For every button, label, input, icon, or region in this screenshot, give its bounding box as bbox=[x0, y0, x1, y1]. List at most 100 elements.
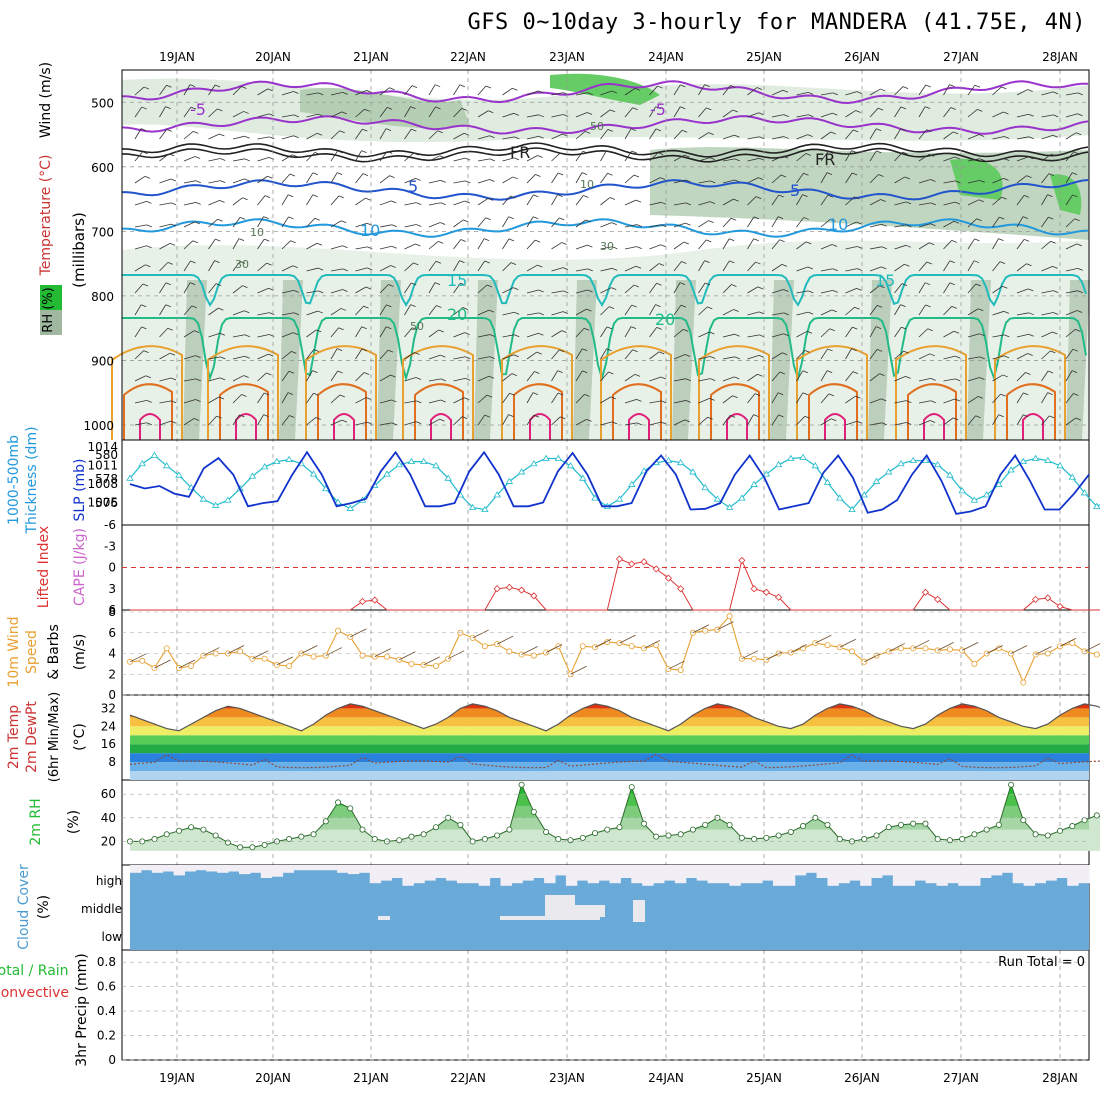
wind-barb bbox=[869, 223, 882, 228]
wind-barb bbox=[918, 242, 930, 250]
wind-barb bbox=[232, 217, 241, 228]
wind-barb bbox=[918, 223, 931, 228]
wind-barb-flag bbox=[634, 87, 641, 91]
ylabel-temp-unit: (°C) bbox=[72, 723, 88, 751]
wind-barb bbox=[502, 238, 510, 250]
wind-barb-flag bbox=[465, 180, 471, 184]
wind-barb-flag bbox=[440, 354, 446, 358]
wind-barb-flag bbox=[363, 305, 369, 309]
thickness-line-marker bbox=[1031, 454, 1040, 461]
wind-barb bbox=[1016, 89, 1028, 96]
wind-barb-flag bbox=[169, 242, 176, 246]
wind-barb-flag bbox=[312, 370, 318, 373]
wind-barb-10m bbox=[839, 638, 856, 648]
wind-barb-flag bbox=[854, 306, 860, 310]
wind-barb bbox=[428, 222, 441, 228]
wind-barb bbox=[1065, 329, 1076, 338]
wind-barb-flag bbox=[435, 106, 441, 110]
wind-barb-flag bbox=[753, 238, 759, 242]
wind-barb-flag bbox=[581, 172, 588, 175]
wind-barb-flag bbox=[461, 416, 468, 420]
wind-barb bbox=[967, 283, 977, 294]
wind-barb-flag bbox=[807, 266, 813, 270]
rh-line-marker bbox=[702, 821, 709, 828]
cloud-high-gap bbox=[805, 865, 818, 873]
upper-panel bbox=[111, 70, 1090, 440]
rh-shade-band bbox=[550, 73, 660, 105]
wind-barb bbox=[551, 194, 558, 206]
cloud-high-gap bbox=[184, 865, 196, 872]
wind-barb bbox=[967, 415, 976, 426]
wind-barb bbox=[355, 421, 368, 426]
thickness-line-marker bbox=[163, 462, 171, 469]
wind-barb bbox=[526, 114, 539, 118]
wind-barb-flag bbox=[239, 260, 246, 264]
wind-barb-flag bbox=[239, 414, 245, 418]
thickness-line-marker bbox=[701, 483, 709, 491]
wind-barb-flag bbox=[1052, 91, 1059, 95]
wind-barb bbox=[159, 153, 170, 162]
wind-barb bbox=[208, 218, 218, 228]
wind-barb bbox=[355, 246, 368, 250]
lifted-tick: -6 bbox=[104, 518, 116, 532]
wind-barb-flag bbox=[808, 91, 814, 95]
wind-barb bbox=[1065, 268, 1078, 272]
wind-barb-flag bbox=[391, 399, 397, 403]
wind-barb bbox=[306, 267, 319, 272]
wind-barb-flag bbox=[508, 414, 514, 417]
wind-barb bbox=[771, 312, 784, 316]
wind-barb-flag bbox=[655, 304, 661, 307]
wind-barb-flag bbox=[610, 396, 616, 400]
wind-barb bbox=[428, 354, 441, 360]
wind-barb bbox=[159, 377, 172, 382]
wind-barb-10m bbox=[301, 645, 318, 654]
wind-barb bbox=[747, 157, 760, 162]
lifted-index-marker bbox=[934, 595, 942, 603]
wind-barb-flag bbox=[189, 282, 196, 286]
lifted-index-marker bbox=[750, 585, 758, 593]
wind-barb-flag bbox=[661, 224, 667, 228]
wind-barb-flag bbox=[950, 107, 956, 110]
wind-barb-flag bbox=[709, 201, 716, 204]
wind-barb bbox=[943, 220, 955, 228]
wind-barb-flag bbox=[975, 415, 981, 419]
ylabel-precip: 3hr Precip (mm) bbox=[74, 953, 90, 1066]
wind-barb-flag bbox=[978, 199, 984, 203]
contour-30 bbox=[414, 383, 464, 440]
wind-barb bbox=[551, 311, 564, 316]
wind-barb bbox=[747, 112, 759, 118]
cloud-high-gap bbox=[576, 865, 589, 881]
wind-speed-line-marker bbox=[163, 645, 170, 652]
wind-barb bbox=[159, 262, 169, 272]
wind-barb-flag bbox=[709, 331, 715, 335]
wind-barb bbox=[918, 378, 931, 382]
wind-barb bbox=[453, 416, 463, 426]
wind-barb-flag bbox=[734, 158, 740, 162]
wind-barb-flag bbox=[658, 351, 665, 355]
wind-barb-flag bbox=[190, 106, 197, 110]
wind-barb bbox=[208, 332, 221, 338]
thickness-line-marker bbox=[885, 468, 893, 475]
wind-barb bbox=[624, 326, 632, 338]
wind-barb bbox=[330, 419, 343, 426]
wind-barb-flag bbox=[606, 326, 613, 330]
wind-barb bbox=[722, 238, 730, 250]
wind-barb-flag bbox=[413, 262, 419, 266]
wind-barb-10m bbox=[399, 651, 416, 661]
cloud-high-gap bbox=[315, 865, 327, 871]
wind-barb-10m bbox=[325, 647, 342, 656]
wind-barb bbox=[575, 419, 587, 426]
wind-barb bbox=[281, 415, 290, 426]
wind-barb-flag bbox=[512, 176, 519, 180]
wind-barb bbox=[477, 85, 487, 96]
wind-barb-flag bbox=[488, 375, 495, 379]
wind-barb-flag bbox=[510, 262, 517, 265]
wind-barb-flag bbox=[829, 328, 835, 332]
wind-barb-flag bbox=[630, 128, 637, 132]
wind-barb-flag bbox=[754, 393, 761, 397]
wind-barb bbox=[232, 197, 243, 206]
contour-30 bbox=[1006, 383, 1056, 440]
thickness-line-marker bbox=[848, 505, 856, 513]
rh-line-marker bbox=[1032, 831, 1039, 838]
cloud-high-gap bbox=[947, 865, 959, 884]
